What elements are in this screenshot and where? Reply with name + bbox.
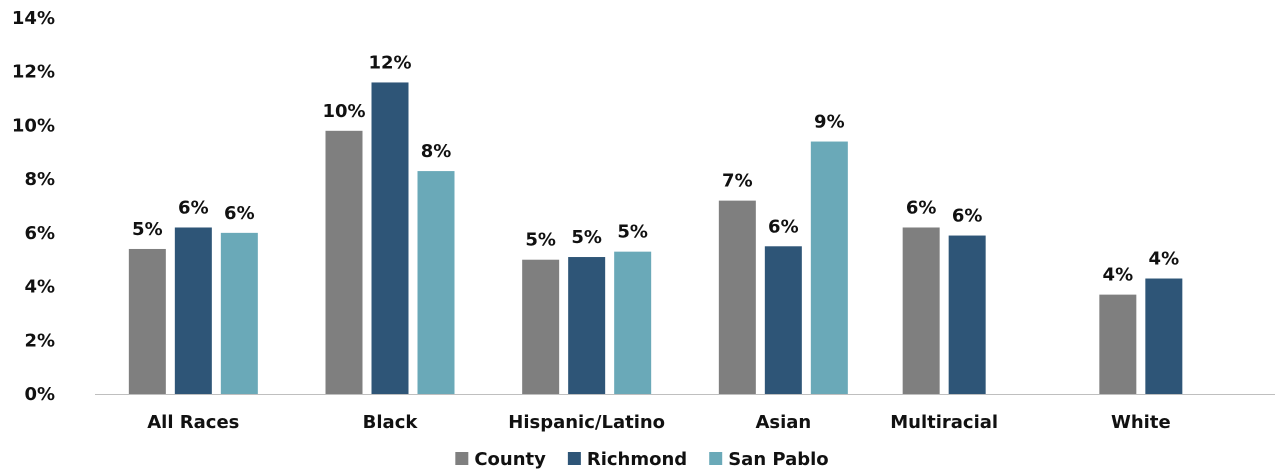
x-category-label: White — [1111, 412, 1171, 433]
data-label: 4% — [1103, 265, 1134, 286]
y-tick-label: 12% — [12, 62, 55, 83]
bar-san-pablo — [417, 171, 455, 394]
y-tick-label: 14% — [12, 8, 55, 29]
bar-san-pablo — [810, 141, 848, 394]
y-tick-label: 0% — [24, 384, 55, 405]
bar-county — [522, 259, 560, 394]
y-tick-label: 4% — [24, 277, 55, 298]
bar-richmond — [764, 246, 802, 394]
data-label: 6% — [768, 216, 799, 237]
x-category-label: Hispanic/Latino — [508, 412, 665, 433]
data-label: 6% — [178, 197, 209, 218]
x-category-label: All Races — [147, 412, 239, 433]
data-label: 6% — [906, 197, 937, 218]
x-category-label: Black — [363, 412, 419, 433]
data-label: 10% — [322, 101, 365, 122]
data-label: 5% — [571, 227, 602, 248]
data-label: 8% — [421, 141, 452, 162]
x-category-label: Multiracial — [890, 412, 998, 433]
data-label: 7% — [722, 171, 753, 192]
data-label: 6% — [224, 203, 255, 224]
data-label: 12% — [368, 52, 411, 73]
data-label: 5% — [525, 230, 556, 251]
y-tick-label: 2% — [24, 330, 55, 351]
legend-label: Richmond — [587, 449, 687, 470]
bar-richmond — [174, 227, 212, 394]
bar-richmond — [568, 257, 606, 394]
bar-richmond — [371, 82, 409, 394]
data-label: 5% — [132, 219, 163, 240]
bar-county — [1099, 294, 1137, 394]
bar-county — [325, 130, 363, 395]
data-label: 9% — [814, 112, 845, 133]
bar-san-pablo — [220, 232, 258, 394]
legend-swatch-richmond — [567, 452, 581, 465]
y-tick-label: 10% — [12, 115, 55, 136]
bar-san-pablo — [614, 251, 652, 394]
bar-richmond — [948, 235, 986, 394]
bar-county — [128, 248, 166, 394]
data-label: 4% — [1149, 249, 1180, 270]
bar-county — [902, 227, 940, 394]
y-tick-label: 6% — [24, 223, 55, 244]
data-label: 6% — [952, 206, 983, 227]
x-category-label: Asian — [755, 412, 811, 433]
legend-swatch-county — [455, 452, 469, 465]
legend-label: County — [474, 449, 546, 470]
legend-swatch-san-pablo — [709, 452, 723, 465]
data-label: 5% — [617, 222, 648, 243]
y-tick-label: 8% — [24, 169, 55, 190]
bar-richmond — [1145, 278, 1183, 394]
legend-label: San Pablo — [728, 449, 828, 470]
bar-county — [718, 200, 756, 394]
